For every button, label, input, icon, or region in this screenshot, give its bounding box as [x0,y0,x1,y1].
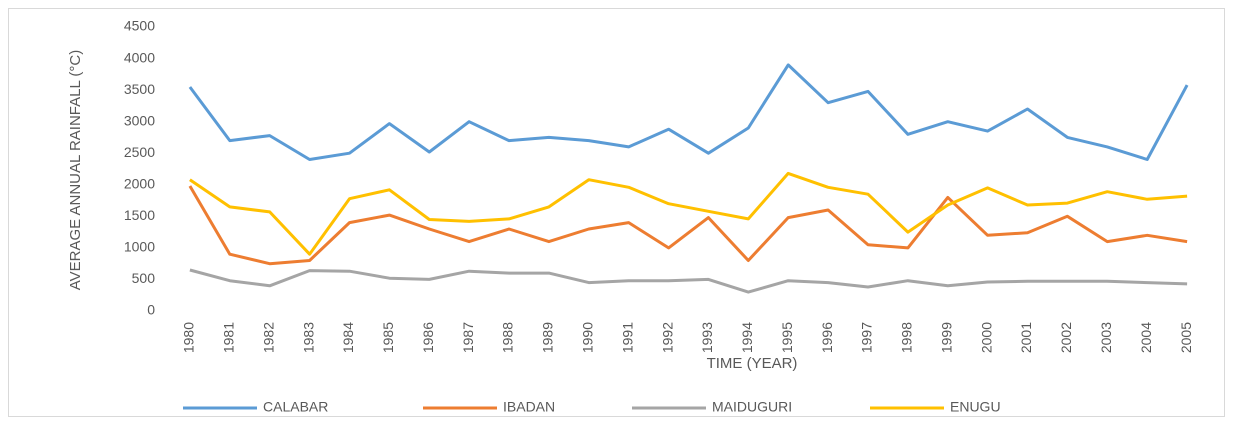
series-line [188,185,1188,266]
y-tick-label: 2000 [124,175,155,191]
y-tick-label: 4500 [124,18,155,34]
x-tick-label: 1993 [699,322,715,353]
x-tick-label: 1999 [938,322,954,353]
legend-label: CALABAR [263,399,328,415]
y-tick-label: 500 [132,270,156,286]
legend-label: ENUGU [950,399,1001,415]
y-tick-label: 0 [147,302,155,318]
series-line [189,268,1188,294]
x-tick-label: 2000 [978,322,994,353]
series-line [189,171,1188,256]
x-tick-label: 1985 [380,322,396,353]
x-tick-label: 2003 [1098,322,1114,353]
x-tick-label: 1995 [779,322,795,353]
y-tick-label: 1500 [124,207,155,223]
y-tick-label: 1000 [124,239,155,255]
x-tick-label: 1989 [540,322,556,353]
x-axis-title: TIME (YEAR) [707,355,798,372]
y-axis-title: AVERAGE ANNUAL RAINFALL (°C) [67,50,84,291]
x-tick-label: 1982 [260,322,276,353]
x-tick-label: 1997 [859,322,875,353]
x-tick-label: 2005 [1178,322,1194,353]
y-tick-label: 2500 [124,144,155,160]
x-tick-label: 1996 [819,322,835,353]
x-tick-label: 1991 [619,322,635,353]
x-tick-label: 1984 [340,322,356,353]
x-tick-label: 1992 [659,322,675,353]
legend-label: MAIDUGURI [712,399,792,415]
x-tick-label: 2001 [1018,322,1034,353]
x-tick-label: 1998 [899,322,915,353]
x-tick-label: 2004 [1138,322,1154,353]
x-tick-label: 1988 [500,322,516,353]
x-tick-label: 1980 [181,322,197,353]
y-tick-label: 4000 [124,49,155,65]
legend-label: IBADAN [503,399,555,415]
y-tick-label: 3500 [124,81,155,97]
x-tick-label: 1994 [739,322,755,353]
chart-frame [8,8,1225,417]
series-line [188,63,1189,161]
x-tick-label: 1986 [420,322,436,353]
x-tick-label: 1990 [579,322,595,353]
x-tick-label: 2002 [1058,322,1074,353]
x-tick-label: 1987 [460,322,476,353]
y-tick-label: 3000 [124,112,155,128]
x-tick-label: 1983 [300,322,316,353]
x-tick-label: 1981 [221,322,237,353]
